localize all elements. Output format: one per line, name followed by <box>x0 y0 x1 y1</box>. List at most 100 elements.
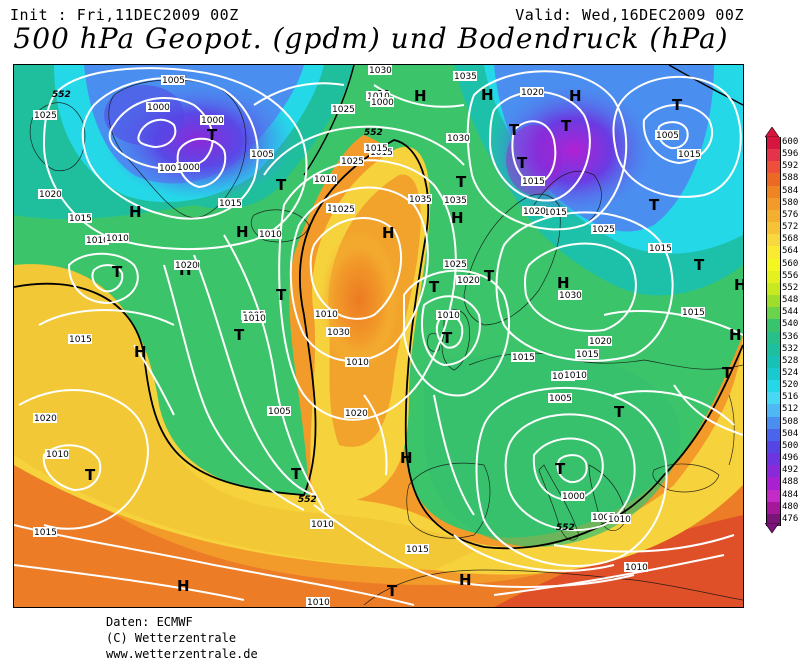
low-marker: T <box>555 460 566 478</box>
scale-label: 572 <box>782 222 799 233</box>
isobar-label: 1010 <box>315 310 338 320</box>
isobar-label-bg <box>522 206 546 216</box>
isobar-label-bg <box>345 357 369 367</box>
scale-swatch <box>766 234 781 247</box>
scale-swatch <box>766 367 781 381</box>
low-marker: T <box>722 364 733 382</box>
high-marker: H <box>481 86 494 104</box>
scale-label: 560 <box>782 258 799 269</box>
isobar-label: 1020 <box>523 207 546 217</box>
isobar-label: 1005 <box>251 150 274 160</box>
isobar-label: 1010 <box>311 520 334 530</box>
scale-row: 584 <box>764 185 810 198</box>
scale-label: 476 <box>782 513 799 524</box>
scale-swatch <box>766 501 781 514</box>
isobar-label-bg <box>511 352 535 362</box>
isobar-label: 1025 <box>444 260 467 270</box>
scale-row: 600 <box>764 137 810 150</box>
isobar-label-bg <box>174 260 198 270</box>
scale-swatch <box>766 295 781 308</box>
scale-row: 540 <box>764 319 810 332</box>
credit-data-source: Daten: ECMWF <box>106 615 193 629</box>
scale-row: 496 <box>764 453 810 466</box>
isobar-label-bg <box>331 104 355 114</box>
contour-label-552: 552 <box>556 523 575 533</box>
scale-row: 588 <box>764 173 810 186</box>
isobar-label-bg <box>146 102 170 112</box>
isobar-label-bg <box>588 336 612 346</box>
isobar-label: 1020 <box>39 190 62 200</box>
scale-label: 544 <box>782 307 799 318</box>
scale-swatch <box>766 307 781 320</box>
scale-row: 516 <box>764 392 810 405</box>
low-marker: T <box>207 126 218 144</box>
isobar-label-bg <box>250 149 274 159</box>
isobar-label-bg <box>591 512 615 522</box>
isobar-label-bg <box>677 149 701 159</box>
scale-swatch <box>766 416 781 429</box>
isobar-label-bg <box>340 156 364 166</box>
scale-label: 536 <box>782 331 799 342</box>
scale-swatch <box>766 453 781 466</box>
scale-swatch <box>766 489 781 502</box>
isobar-label-bg <box>326 327 350 337</box>
isobar-label-bg <box>313 174 337 184</box>
scale-label: 500 <box>782 440 799 451</box>
low-marker: T <box>484 267 495 285</box>
scale-label: 596 <box>782 149 799 160</box>
scale-label: 600 <box>782 137 799 147</box>
isobar-label-bg <box>443 195 467 205</box>
scale-row: 484 <box>764 489 810 502</box>
contour-labels: 552 552 552 552 <box>52 90 575 533</box>
isobar-label-bg <box>310 519 334 529</box>
isobar-label-bg <box>366 91 390 101</box>
scale-label: 588 <box>782 173 799 184</box>
isobar-label-bg <box>267 406 291 416</box>
scale-row: 512 <box>764 404 810 417</box>
isobar-label: 1025 <box>332 105 355 115</box>
isobar-label-bg <box>408 194 432 204</box>
scale-swatch <box>766 197 781 210</box>
isobar-label: 1020 <box>457 276 480 286</box>
low-marker: T <box>509 121 520 139</box>
high-marker: H <box>382 224 395 242</box>
high-marker: H <box>459 571 472 589</box>
isobar-label: 1015 <box>34 528 57 538</box>
isobar-label: 1025 <box>592 225 615 235</box>
isobar-label: 1015 <box>69 214 92 224</box>
isobar-label: 1010 <box>46 450 69 460</box>
isobar-label: 1015 <box>678 150 701 160</box>
scale-row: 576 <box>764 209 810 223</box>
isobar-label-bg <box>85 235 109 245</box>
isobar-label-bg <box>45 449 69 459</box>
isobar-label-bg <box>446 133 470 143</box>
low-marker: T <box>517 154 528 172</box>
isobar-label: 1010 <box>106 234 129 244</box>
isobar-label: 1015 <box>406 545 429 555</box>
isobar-label-bg <box>344 408 368 418</box>
scale-row: 528 <box>764 355 810 368</box>
isobar-label-bg <box>520 87 544 97</box>
scale-label: 508 <box>782 416 799 427</box>
isobar-label: 1030 <box>559 291 582 301</box>
scale-row: 560 <box>764 258 810 271</box>
high-marker: H <box>414 87 427 105</box>
scale-swatch <box>766 465 781 478</box>
isobar-label: 1020 <box>34 414 57 424</box>
isobar-label: 1000 <box>562 492 585 502</box>
contour-label-552: 552 <box>52 90 71 100</box>
scale-swatch <box>766 404 781 417</box>
low-marker: T <box>387 582 398 600</box>
scale-label: 504 <box>782 428 799 439</box>
isobar-label-bg <box>68 213 92 223</box>
low-marker: T <box>276 286 287 304</box>
high-marker: H <box>569 87 582 105</box>
scale-bottom-arrow <box>765 523 779 534</box>
isobar-label-bg <box>648 243 672 253</box>
isobar-label-bg <box>218 198 242 208</box>
scale-label: 580 <box>782 197 799 208</box>
low-marker: T <box>429 278 440 296</box>
scale-swatch <box>766 319 781 332</box>
contour-label-552: 552 <box>364 128 383 138</box>
scale-label: 564 <box>782 246 799 257</box>
